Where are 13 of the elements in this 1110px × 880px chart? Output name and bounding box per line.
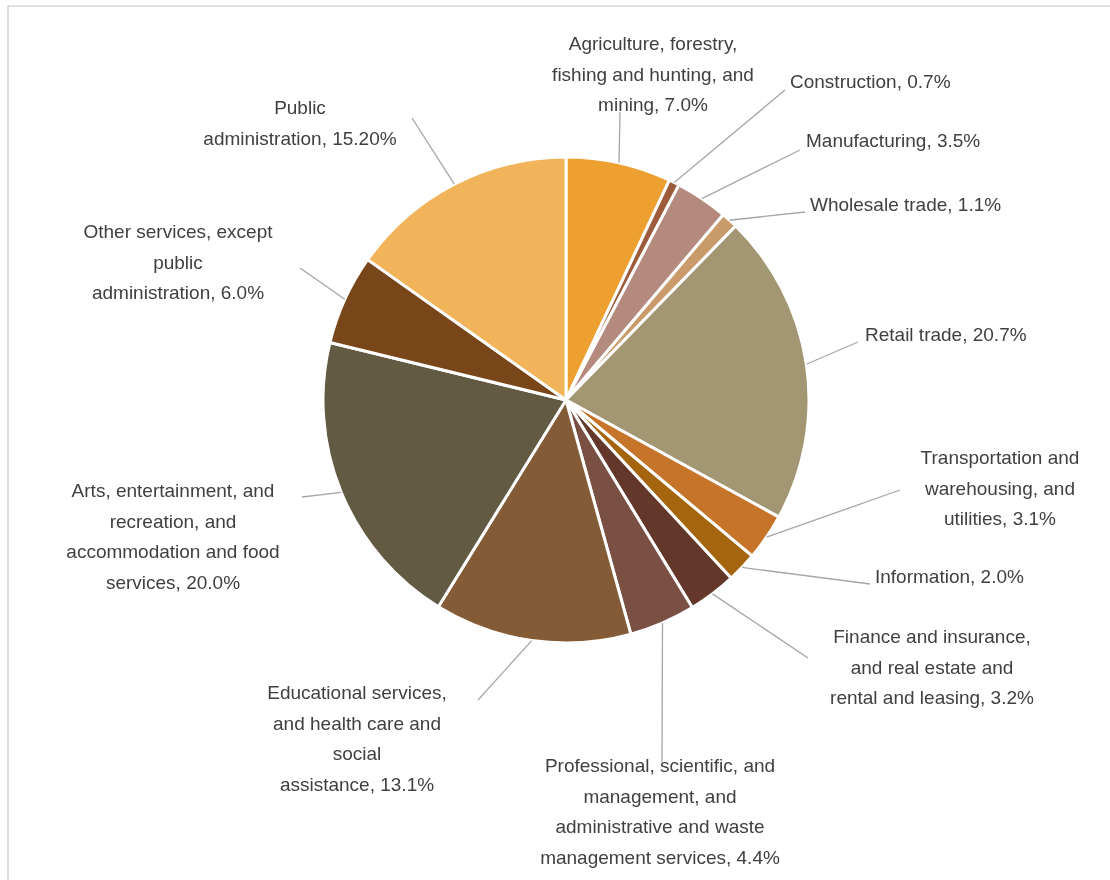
slice-label: Arts, entertainment, and recreation, and accommodation and food services, 20.0% [66, 480, 280, 593]
slice-label: Professional, scientific, and management, and administrative and waste management services, 4.4% [540, 755, 780, 868]
slice-label: Public administration, 15.20% [203, 97, 397, 149]
slice-label: Other services, except public administration, 6.0% [83, 221, 273, 303]
slice-label: Finance and insurance, and real estate and rental and leasing, 3.2% [830, 626, 1034, 708]
slice-label: Agriculture, forestry, fishing and hunting, and mining, 7.0% [552, 33, 754, 115]
slice-label: Educational services, and health care and social assistance, 13.1% [267, 682, 447, 795]
slice-label: Manufacturing, 3.5% [806, 130, 981, 151]
slice-label: Retail trade, 20.7% [865, 324, 1027, 345]
slice-label: Wholesale trade, 1.1% [810, 194, 1002, 215]
slice-label: Information, 2.0% [875, 566, 1024, 587]
slice-label: Transportation and warehousing, and utilities, 3.1% [920, 447, 1080, 529]
slice-label: Construction, 0.7% [790, 71, 951, 92]
